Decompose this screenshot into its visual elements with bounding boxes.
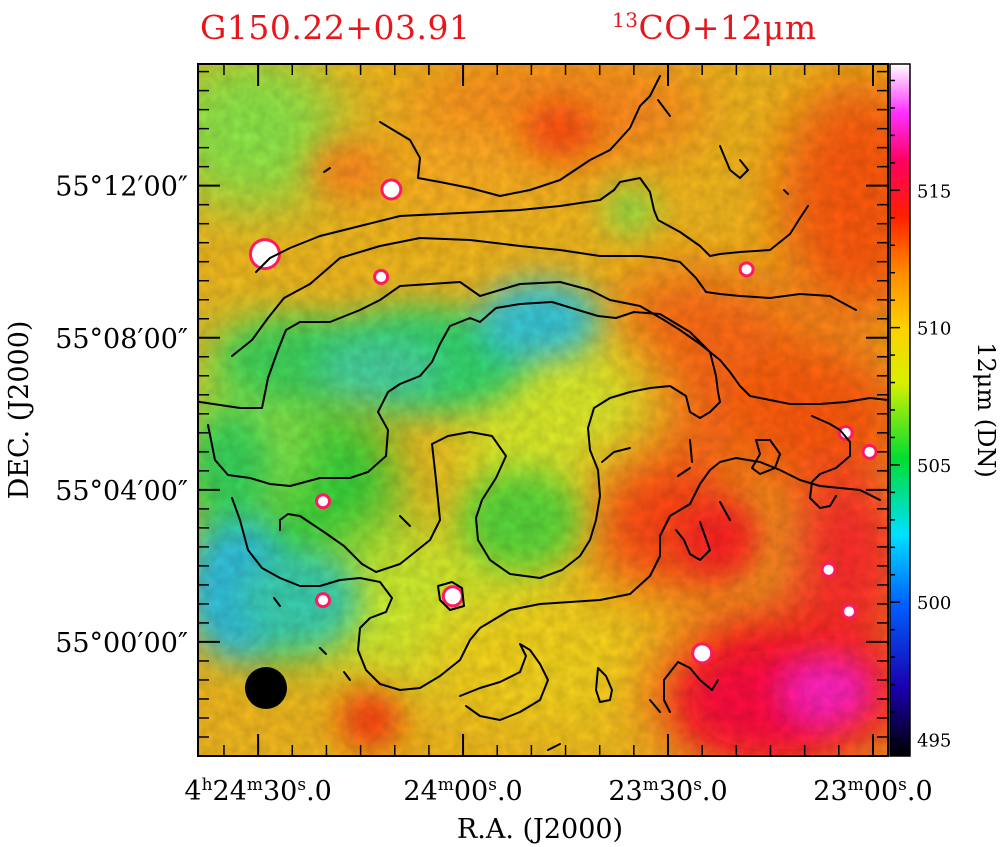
- contour-line: [663, 679, 671, 713]
- point-source: [444, 588, 461, 605]
- point-source: [823, 564, 834, 575]
- contour-line: [399, 515, 411, 527]
- contour-line: [751, 439, 781, 475]
- point-source: [376, 271, 387, 282]
- point-sources: [248, 178, 878, 665]
- contour-line: [231, 457, 881, 691]
- y-axis-label: DEC. (J2000): [4, 321, 35, 500]
- point-source: [251, 241, 278, 268]
- colorbar-tick-label: 505: [917, 456, 951, 477]
- chart-title-tracers: 13CO+12μm: [612, 8, 817, 47]
- contour-line: [323, 167, 331, 173]
- contour-line: [809, 415, 851, 509]
- contour-line: [675, 521, 711, 561]
- contour-line: [547, 743, 561, 751]
- contour-line: [677, 467, 691, 477]
- colorbar-ticks: 495 500 505 510 515: [890, 79, 951, 752]
- point-source: [318, 595, 329, 606]
- contour-line: [719, 145, 749, 179]
- x-tick-label: 4h24m30s.0: [184, 775, 331, 807]
- major-ticks: [198, 64, 888, 756]
- contour-line: [319, 647, 327, 655]
- y-tick-label: 55°12′00″: [55, 172, 188, 203]
- x-tick-label: 23m00s.0: [813, 775, 932, 807]
- contour-line: [343, 671, 351, 681]
- contour-line: [207, 301, 721, 579]
- y-tick-labels: 55°12′00″ 55°08′00″ 55°04′00″ 55°00′00″: [55, 172, 188, 659]
- contour-line: [231, 237, 857, 357]
- x-tick-label: 24m00s.0: [403, 775, 522, 807]
- x-axis-label: R.A. (J2000): [457, 814, 623, 845]
- minor-ticks: [198, 64, 888, 756]
- colorbar-tick-label: 495: [917, 731, 951, 752]
- point-source: [318, 496, 329, 507]
- point-source: [694, 645, 711, 662]
- contour-line: [689, 439, 693, 463]
- contour-line: [198, 281, 888, 409]
- title-tracer-text: CO+12μm: [638, 8, 817, 47]
- x-tick-labels: 4h24m30s.0 24m00s.0 23m30s.0 23m00s.0: [184, 775, 932, 807]
- contour-line: [273, 597, 281, 607]
- contour-line: [459, 643, 549, 721]
- y-tick-label: 55°00′00″: [55, 628, 188, 659]
- y-tick-label: 55°04′00″: [55, 476, 188, 507]
- colorbar-tick-label: 500: [917, 593, 951, 614]
- colorbar-tick-label: 515: [917, 181, 951, 202]
- contour-line: [783, 189, 789, 195]
- heatmap-image: [198, 64, 888, 756]
- contour-line: [601, 447, 631, 463]
- plot-frame: [197, 63, 889, 757]
- contour-line: [663, 661, 719, 691]
- contour-line: [657, 99, 671, 117]
- contour-line: [437, 581, 465, 611]
- y-tick-label: 55°08′00″: [55, 324, 188, 355]
- x-tick-label: 23m30s.0: [608, 775, 727, 807]
- title-isotope-superscript: 13: [612, 8, 639, 32]
- contour-line: [379, 75, 661, 197]
- point-source: [864, 446, 875, 457]
- point-source: [844, 606, 855, 617]
- co-contours: [198, 75, 888, 751]
- contour-line: [649, 699, 661, 713]
- point-source: [741, 264, 752, 275]
- contour-line: [595, 667, 613, 703]
- beam-marker: [245, 667, 287, 709]
- point-source: [383, 181, 400, 198]
- colorbar-tick-label: 510: [917, 319, 951, 340]
- colorbar: [890, 64, 910, 756]
- contour-line: [719, 501, 731, 521]
- colorbar-label: 12μm (DN): [972, 342, 1000, 478]
- contour-line: [255, 177, 809, 273]
- chart-title-source: G150.22+03.91: [200, 8, 471, 47]
